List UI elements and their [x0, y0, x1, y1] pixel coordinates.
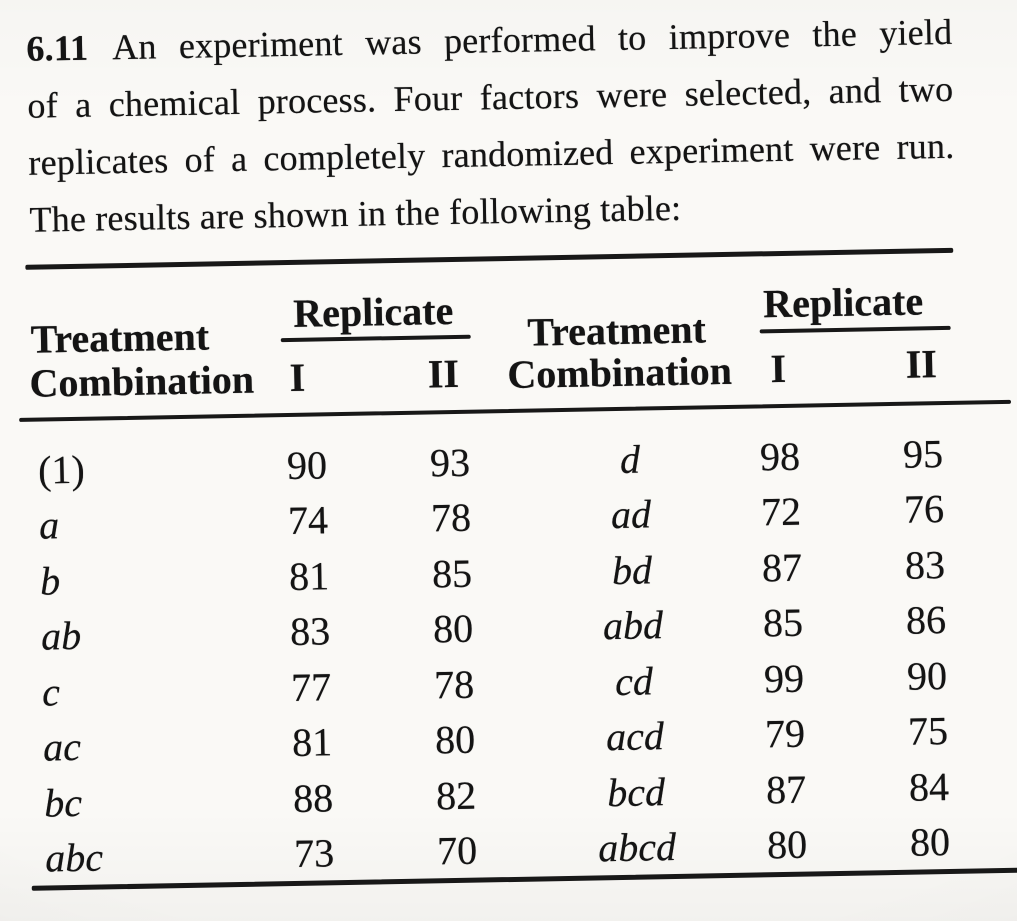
problem-number: 6.11 — [26, 27, 89, 69]
replicate1-cell: 74 — [287, 497, 329, 544]
replicate2-cell: 80 — [434, 716, 476, 763]
replicate1-cell: 99 — [763, 655, 805, 702]
replicate1-cell: 72 — [760, 488, 802, 535]
replicate2-cell: 80 — [909, 818, 951, 865]
replicate2-cell: 80 — [432, 605, 474, 652]
treatment-combination-cell: abcd — [597, 823, 677, 871]
treatment-combination-cell: ad — [610, 491, 652, 538]
left-replicate-underline — [280, 334, 471, 343]
right-header-rep2: II — [905, 341, 938, 387]
right-header-rep1: I — [770, 345, 787, 392]
replicate1-cell: 81 — [291, 719, 333, 766]
replicate2-cell: 78 — [433, 661, 475, 708]
right-replicate-underline — [759, 325, 951, 334]
replicate1-cell: 77 — [290, 664, 332, 711]
replicate2-cell: 93 — [429, 439, 471, 486]
replicate1-cell: 79 — [764, 710, 806, 757]
treatment-combination-cell: cd — [614, 658, 654, 705]
treatment-combination-cell: a — [38, 502, 60, 548]
right-header-combination: Combination — [507, 347, 733, 398]
treatment-combination-cell: ac — [42, 723, 82, 770]
replicate2-cell: 76 — [903, 486, 945, 532]
replicate2-cell: 78 — [430, 494, 472, 541]
replicate1-cell: 80 — [766, 821, 808, 868]
left-header-treatment: Treatment — [30, 313, 210, 362]
treatment-combination-cell: c — [41, 669, 61, 715]
left-header-combination: Combination — [29, 356, 255, 406]
treatment-combination-cell: b — [39, 558, 61, 604]
problem-line-1-text: An experiment was performed to improve t… — [111, 11, 953, 68]
left-header-rep2: II — [427, 350, 460, 397]
treatment-combination-cell: abc — [44, 834, 104, 881]
replicate2-cell: 70 — [436, 827, 478, 874]
replicate2-cell: 84 — [908, 763, 950, 810]
replicate2-cell: 85 — [431, 550, 473, 597]
left-header-replicate: Replicate — [292, 287, 454, 336]
right-header-replicate: Replicate — [762, 278, 924, 327]
treatment-combination-cell: acd — [605, 713, 665, 760]
replicate2-cell: 90 — [906, 653, 948, 699]
treatment-combination-cell: (1) — [37, 446, 86, 493]
replicate1-cell: 83 — [289, 608, 331, 655]
replicate1-cell: 98 — [759, 433, 801, 480]
replicate1-cell: 90 — [286, 442, 328, 489]
treatment-combination-cell: bc — [43, 779, 83, 826]
problem-statement: 6.11 An experiment was performed to impro… — [26, 4, 956, 249]
treatment-combination-cell: bcd — [606, 769, 666, 816]
replicate2-cell: 75 — [907, 707, 949, 754]
replicate2-cell: 83 — [904, 542, 946, 588]
replicate1-cell: 85 — [762, 599, 804, 646]
replicate2-cell: 86 — [905, 597, 947, 643]
table-top-rule — [25, 247, 954, 270]
replicate2-cell: 82 — [435, 772, 477, 819]
replicate1-cell: 88 — [292, 775, 334, 821]
treatment-combination-cell: bd — [611, 547, 653, 594]
treatment-combination-cell: d — [619, 436, 641, 482]
treatment-combination-cell: ab — [40, 612, 82, 659]
replicate1-cell: 87 — [765, 766, 807, 813]
replicate2-cell: 95 — [902, 431, 944, 477]
replicate1-cell: 73 — [293, 830, 335, 876]
replicate1-cell: 87 — [761, 544, 803, 591]
replicate1-cell: 81 — [288, 553, 330, 600]
treatment-combination-cell: abd — [602, 602, 664, 649]
left-header-rep1: I — [289, 354, 306, 400]
